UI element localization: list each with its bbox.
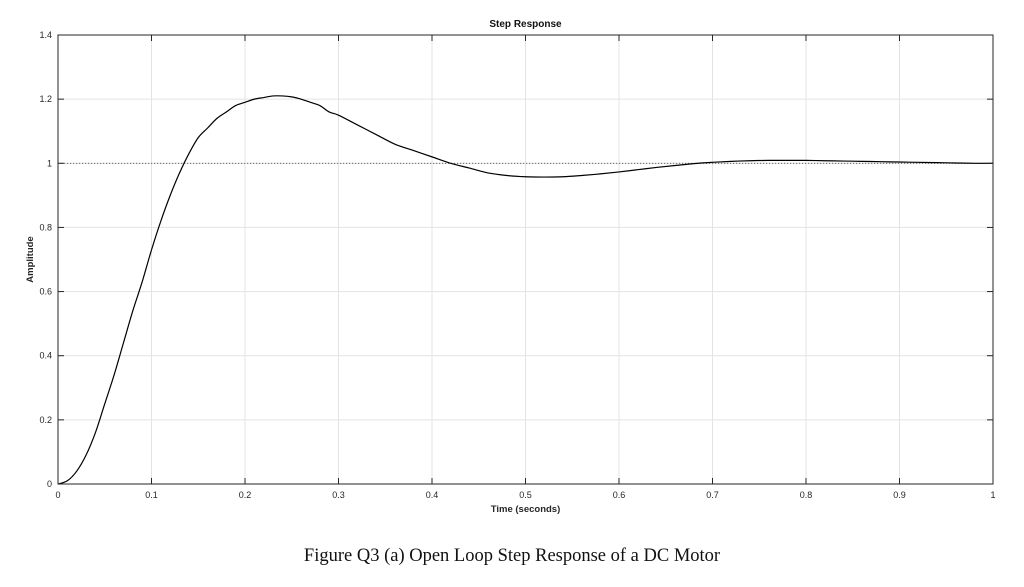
- x-axis-label: Time (seconds): [491, 504, 561, 515]
- series-line-step-response: [57, 95, 994, 485]
- figure-caption: Figure Q3 (a) Open Loop Step Response of…: [303, 546, 721, 566]
- y-tick-label: 1.2: [39, 94, 52, 104]
- y-tick-label: 0.2: [39, 415, 52, 425]
- x-tick-label: 0.6: [613, 490, 626, 500]
- x-tick-label: 0.4: [426, 490, 439, 500]
- x-tick-label: 0.1: [145, 490, 158, 500]
- x-tick-label: 0.5: [519, 490, 532, 500]
- x-tick-label: 0.8: [800, 490, 813, 500]
- y-tick-label: 0.8: [39, 222, 52, 232]
- step-response-chart: 0 0.1 0.2 0.3 0.4 0.5 0.6 0.7 0.8 0.9 1 0 0.2 0.4 0.6 0…: [25, 19, 996, 515]
- y-axis-label: Amplitude: [25, 236, 36, 282]
- y-tick-label: 1.4: [39, 30, 52, 40]
- x-tick-label: 0: [55, 490, 60, 500]
- grid-lines: [57, 34, 994, 485]
- axis-ticks: [57, 34, 994, 485]
- x-tick-label: 0.3: [332, 490, 345, 500]
- x-tick-label: 0.7: [706, 490, 719, 500]
- x-tick-label: 0.9: [893, 490, 906, 500]
- y-tick-label: 0.4: [39, 351, 52, 361]
- axis-tick-labels: 0 0.1 0.2 0.3 0.4 0.5 0.6 0.7 0.8 0.9 1 0 0.2 0.4 0.6 0…: [39, 30, 995, 500]
- y-tick-label: 0.6: [39, 287, 52, 297]
- y-tick-label: 1: [47, 158, 52, 168]
- chart-title: Step Response: [489, 19, 562, 30]
- x-tick-label: 0.2: [239, 490, 252, 500]
- y-tick-label: 0: [47, 479, 52, 489]
- x-tick-label: 1: [990, 490, 995, 500]
